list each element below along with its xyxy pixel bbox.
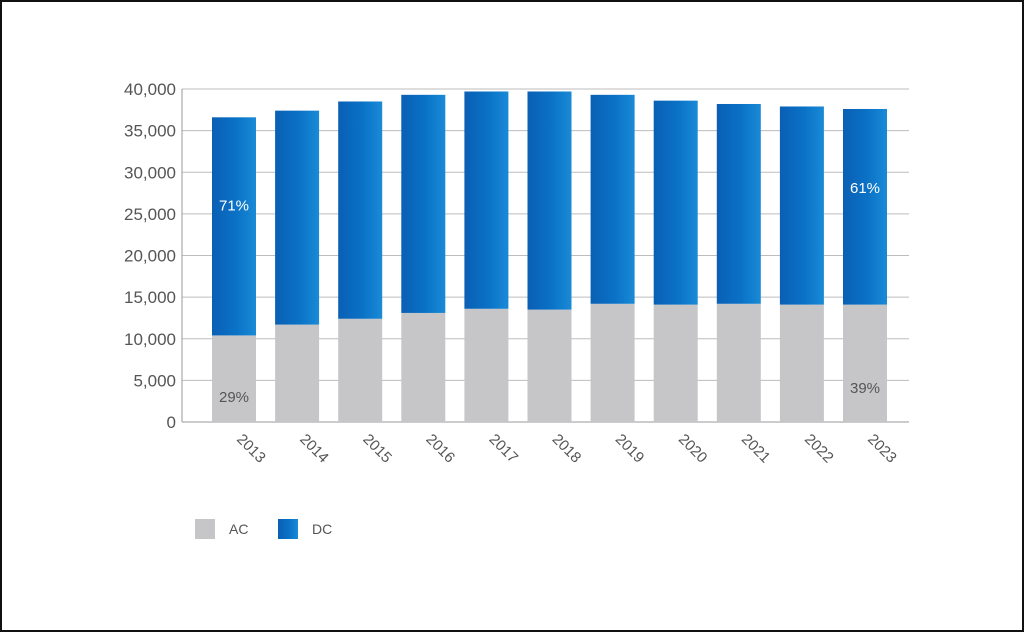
y-axis: 0 5,000 10,000 15,000 20,000 25,000 30,000 35,0… bbox=[124, 80, 183, 432]
bar-ac-2015 bbox=[338, 318, 383, 422]
bar-ac-2022 bbox=[779, 304, 824, 422]
bar-ac-2020 bbox=[653, 304, 698, 422]
legend-label-dc: DC bbox=[312, 521, 332, 537]
bar-ac-2019 bbox=[590, 303, 635, 422]
y-tick-label: 25,000 bbox=[124, 205, 176, 224]
y-tick-label: 20,000 bbox=[124, 247, 176, 266]
y-tick-label: 0 bbox=[167, 413, 176, 432]
bar-ac-2013 bbox=[212, 335, 256, 422]
bar-dc-2023 bbox=[843, 108, 887, 305]
bar-ac-2016 bbox=[401, 312, 446, 422]
bar-dc-2017 bbox=[464, 91, 509, 309]
bar-dc-2020 bbox=[653, 100, 698, 305]
x-tick-label-2022: 2022 bbox=[801, 431, 837, 467]
data-label-dc-2013: 71% bbox=[219, 198, 249, 215]
bar-dc-2015 bbox=[338, 101, 383, 319]
bar-dc-2014 bbox=[275, 110, 320, 325]
x-tick-label-2017: 2017 bbox=[486, 431, 522, 467]
bar-ac-2014 bbox=[275, 324, 320, 422]
bar-ac-2021 bbox=[716, 303, 761, 422]
data-label-ac-2013: 29% bbox=[219, 389, 249, 406]
y-tick-label: 10,000 bbox=[124, 330, 176, 349]
bar-ac-2018 bbox=[527, 309, 572, 422]
data-label-ac-2023: 39% bbox=[850, 380, 880, 397]
bar-ac-2023 bbox=[843, 304, 887, 422]
data-label-dc-2023: 61% bbox=[850, 180, 880, 197]
x-tick-label-2016: 2016 bbox=[422, 431, 458, 467]
bar-dc-2016 bbox=[401, 94, 446, 313]
y-tick-label: 15,000 bbox=[124, 288, 176, 307]
bar-ac-2017 bbox=[464, 308, 509, 422]
x-tick-label-2023: 2023 bbox=[864, 431, 900, 467]
y-tick-label: 5,000 bbox=[133, 371, 176, 390]
bar-dc-2019 bbox=[590, 94, 635, 304]
bar-dc-2021 bbox=[716, 103, 761, 304]
y-tick-label: 40,000 bbox=[124, 80, 176, 99]
legend-swatch-ac bbox=[195, 519, 215, 539]
x-axis: 2013 2014 2015 2016 2017 2018 2019 2020 2021 2022… bbox=[233, 431, 900, 467]
bar-dc-2022 bbox=[779, 106, 824, 305]
legend-label-ac: AC bbox=[229, 521, 248, 537]
legend: AC DC bbox=[195, 519, 332, 539]
x-tick-label-2015: 2015 bbox=[359, 431, 395, 467]
x-tick-label-2014: 2014 bbox=[296, 431, 332, 467]
y-tick-label: 30,000 bbox=[124, 163, 176, 182]
bar-dc-2018 bbox=[527, 91, 572, 310]
x-tick-label-2018: 2018 bbox=[549, 431, 585, 467]
x-tick-label-2013: 2013 bbox=[233, 431, 269, 467]
bars: 71% 29% 61% 39% bbox=[212, 91, 887, 422]
legend-swatch-dc bbox=[278, 519, 298, 539]
x-tick-label-2021: 2021 bbox=[738, 431, 774, 467]
y-tick-label: 35,000 bbox=[124, 122, 176, 141]
x-tick-label-2019: 2019 bbox=[612, 431, 648, 467]
bar-dc-2013 bbox=[212, 117, 256, 336]
x-tick-label-2020: 2020 bbox=[675, 431, 711, 467]
